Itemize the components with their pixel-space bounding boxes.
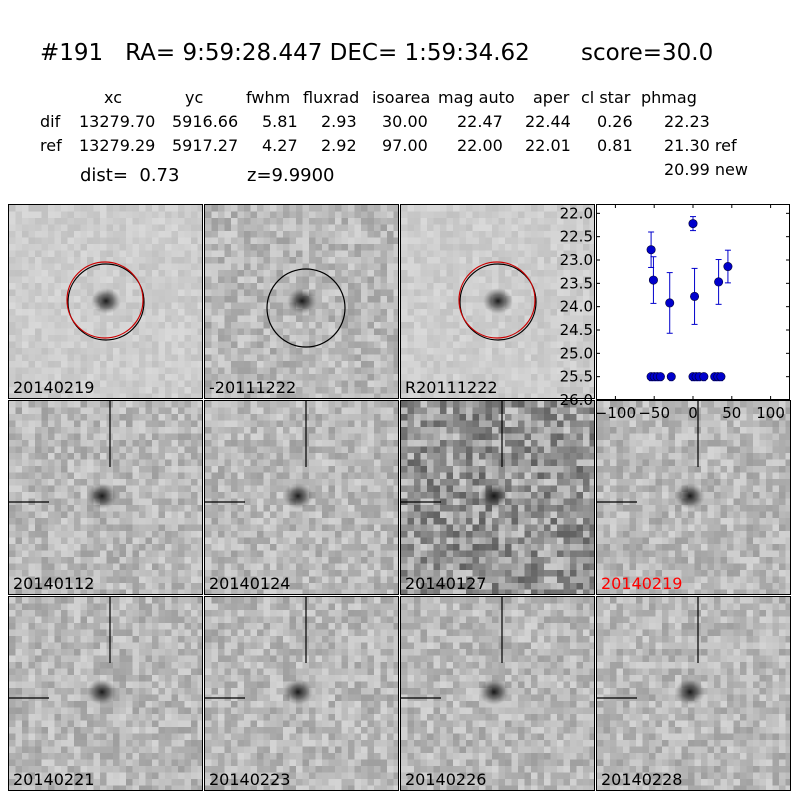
column-header: yc	[185, 88, 204, 107]
y-tick-label: 22.5	[560, 228, 593, 246]
stat-value: 0.26	[597, 112, 633, 131]
column-header: fwhm	[246, 88, 291, 107]
stamp-label: 20140112	[13, 574, 95, 593]
column-header: mag auto	[438, 88, 515, 107]
stat-value: 0.81	[597, 136, 633, 155]
data-point	[648, 275, 658, 285]
stat-value: 30.00	[382, 112, 428, 131]
data-point	[646, 245, 656, 255]
stat-value: 22.44	[525, 112, 571, 131]
title: #191 RA= 9:59:28.447 DEC= 1:59:34.62 sco…	[40, 40, 714, 66]
limit-point	[716, 372, 726, 382]
x-tick-label: 50	[722, 404, 741, 422]
data-point	[688, 219, 698, 229]
column-header: aper	[533, 88, 570, 107]
stat-value: 13279.70	[79, 112, 156, 131]
stat-value: 22.00	[457, 136, 503, 155]
stamp-label: -20111222	[209, 378, 297, 397]
stamp-label: R20111222	[405, 378, 498, 397]
stamp-label: 20140221	[13, 770, 95, 789]
stat-value: 5.81	[262, 112, 298, 131]
data-point	[723, 262, 733, 272]
column-header: phmag	[641, 88, 697, 107]
column-header: xc	[104, 88, 122, 107]
stamp-label: 20140219	[13, 378, 95, 397]
y-tick-label: 23.0	[560, 251, 593, 269]
data-point	[665, 298, 675, 308]
data-point	[714, 277, 724, 287]
image-stamp: 20140223	[204, 596, 399, 791]
lightcurve-plot: 22.0 22.5 23.0 23.5 24.0 24.5 25.0 25.5 26.0−100…	[560, 204, 790, 422]
image-stamp: 20140219	[596, 400, 791, 595]
stat-value: 5916.66	[172, 112, 239, 131]
image-stamp: 20140219	[8, 204, 203, 399]
image-stamp: R20111222	[400, 204, 595, 399]
stat-value: 13279.29	[79, 136, 156, 155]
limit-point	[699, 372, 709, 382]
stamp-label: 20140219	[601, 574, 683, 593]
y-tick-label: 24.0	[560, 298, 593, 316]
stamp-label: 20140226	[405, 770, 487, 789]
image-stamp: 20140112	[8, 400, 203, 595]
stat-value: 5917.27	[172, 136, 239, 155]
column-header: cl star	[581, 88, 631, 107]
column-header: fluxrad	[303, 88, 360, 107]
stat-value: 22.01	[525, 136, 571, 155]
image-stamp: 20140226	[400, 596, 595, 791]
image-stamp: 20140228	[596, 596, 791, 791]
x-tick-label: −50	[638, 404, 670, 422]
y-tick-label: 25.5	[560, 368, 593, 386]
image-stamp: -20111222	[204, 204, 399, 399]
image-stamp: 20140124	[204, 400, 399, 595]
stamp-label: 20140127	[405, 574, 487, 593]
column-header: isoarea	[372, 88, 431, 107]
stat-value: 21.30 ref	[664, 136, 737, 155]
stat-value: 4.27	[262, 136, 298, 155]
row-label: ref	[40, 136, 62, 155]
z-value: z=9.9900	[247, 165, 335, 186]
y-tick-label: 24.5	[560, 321, 593, 339]
row-label: dif	[40, 112, 61, 131]
image-stamp: 20140127	[400, 400, 595, 595]
stamp-label: 20140223	[209, 770, 291, 789]
stat-value: 2.93	[321, 112, 357, 131]
stamp-label: 20140124	[209, 574, 291, 593]
stat-value: 22.23	[664, 112, 710, 131]
dist-value: dist= 0.73	[80, 165, 180, 186]
y-tick-label: 25.0	[560, 344, 593, 362]
x-tick-label: −100	[595, 404, 636, 422]
x-tick-label: 100	[756, 404, 785, 422]
stamp-label: 20140228	[601, 770, 683, 789]
limit-point	[666, 372, 676, 382]
stat-value: 22.47	[457, 112, 503, 131]
limit-point	[655, 372, 665, 382]
y-tick-label: 23.5	[560, 274, 593, 292]
y-tick-label: 26.0	[560, 391, 593, 409]
x-tick-label: 0	[688, 404, 698, 422]
stat-value: 97.00	[382, 136, 428, 155]
data-point	[690, 291, 700, 301]
y-tick-label: 22.0	[560, 204, 593, 222]
image-stamp: 20140221	[8, 596, 203, 791]
phmag-new: 20.99 new	[664, 160, 748, 179]
stat-value: 2.92	[321, 136, 357, 155]
